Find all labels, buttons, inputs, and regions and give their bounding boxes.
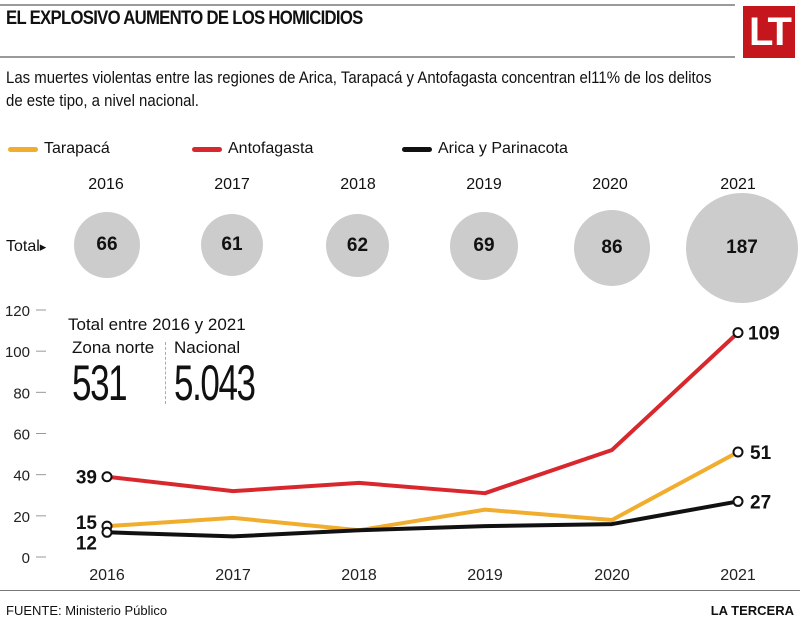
subtitle-line-1: Las muertes violentas entre las regiones… xyxy=(6,68,712,87)
legend-swatch xyxy=(8,146,38,152)
legend-item-tarapaca: Tarapacá xyxy=(8,140,110,158)
series-line-antofagasta xyxy=(106,331,740,496)
x-tick-label: 2021 xyxy=(720,567,756,584)
y-tick-label: 40 xyxy=(13,468,30,485)
total-bubble-2016: 66 xyxy=(74,212,140,278)
data-label: 27 xyxy=(750,492,771,513)
data-label: 39 xyxy=(76,468,97,489)
total-label: Total▸ xyxy=(6,238,47,255)
zona-norte-value: 531 xyxy=(72,355,128,411)
legend-label: Arica y Parinacota xyxy=(438,140,568,157)
year-label-top: 2016 xyxy=(88,176,124,193)
legend-item-antofagasta: Antofagasta xyxy=(192,140,313,158)
nacional-label: Nacional xyxy=(174,338,241,357)
total-bubble-2021: 187 xyxy=(686,193,798,303)
data-point-marker xyxy=(101,471,113,483)
la-tercera-logo: LT xyxy=(743,6,795,58)
data-point-marker xyxy=(732,327,744,339)
y-tick-label: 20 xyxy=(13,509,30,526)
nacional-value: 5.043 xyxy=(174,355,256,411)
x-tick-label: 2018 xyxy=(341,567,377,584)
brand-credit: LA TERCERA xyxy=(710,603,794,618)
year-label-top: 2020 xyxy=(592,176,628,193)
data-label: 51 xyxy=(750,443,772,464)
series-line-tarapac- xyxy=(106,450,739,533)
legend-swatch xyxy=(192,146,222,152)
data-label: 15 xyxy=(76,513,98,534)
y-tick-label: 120 xyxy=(5,303,30,320)
data-label: 109 xyxy=(748,324,780,345)
legend-label: Antofagasta xyxy=(228,140,314,157)
inset-title: Total entre 2016 y 2021 xyxy=(68,315,246,334)
zona-norte-label: Zona norte xyxy=(72,338,155,357)
x-tick-label: 2020 xyxy=(594,567,630,584)
chart-title: EL EXPLOSIVO AUMENTO DE LOS HOMICIDIOS xyxy=(6,8,363,29)
total-bubble-2017: 61 xyxy=(201,214,263,276)
data-point-marker xyxy=(732,495,744,507)
total-bubble-2020: 86 xyxy=(574,210,650,286)
x-tick-label: 2017 xyxy=(215,567,251,584)
legend-swatch xyxy=(402,146,432,152)
line-chart: 0 20 40 60 80 100 120 2016 2017 2018 2019 2020 2021 3… xyxy=(5,303,780,584)
legend-item-arica: Arica y Parinacota xyxy=(402,140,568,158)
subtitle: Las muertes violentas entre las regiones… xyxy=(6,66,712,112)
year-label-top: 2019 xyxy=(466,176,502,193)
data-point-marker xyxy=(732,446,744,458)
legend-label: Tarapacá xyxy=(44,140,110,157)
top-rule xyxy=(0,4,735,6)
x-tick-label: 2019 xyxy=(467,567,503,584)
data-point-marker xyxy=(101,526,113,538)
inset-divider xyxy=(165,342,166,404)
year-label-top: 2017 xyxy=(214,176,250,193)
total-bubble-2019: 69 xyxy=(450,212,518,280)
x-tick-label: 2016 xyxy=(89,567,125,584)
y-tick-label: 100 xyxy=(5,344,30,361)
arrow-right-icon: ▸ xyxy=(39,239,47,254)
inset-zona-norte: Zona norte 531 xyxy=(72,338,154,408)
inset-nacional: Nacional 5.043 xyxy=(174,338,289,408)
y-tick-label: 60 xyxy=(13,427,30,444)
source-note: FUENTE: Ministerio Público xyxy=(6,603,168,618)
title-rule xyxy=(0,56,735,58)
y-tick-label: 0 xyxy=(22,550,30,567)
series-line-arica-y-parinacota xyxy=(106,499,739,539)
year-label-top: 2021 xyxy=(720,176,756,193)
subtitle-line-2: de este tipo, a nivel nacional. xyxy=(6,91,199,110)
total-bubble-2018: 62 xyxy=(326,214,389,277)
bottom-rule xyxy=(0,590,800,591)
year-label-top: 2018 xyxy=(340,176,376,193)
y-tick-label: 80 xyxy=(13,385,30,402)
data-label: 12 xyxy=(76,533,97,554)
